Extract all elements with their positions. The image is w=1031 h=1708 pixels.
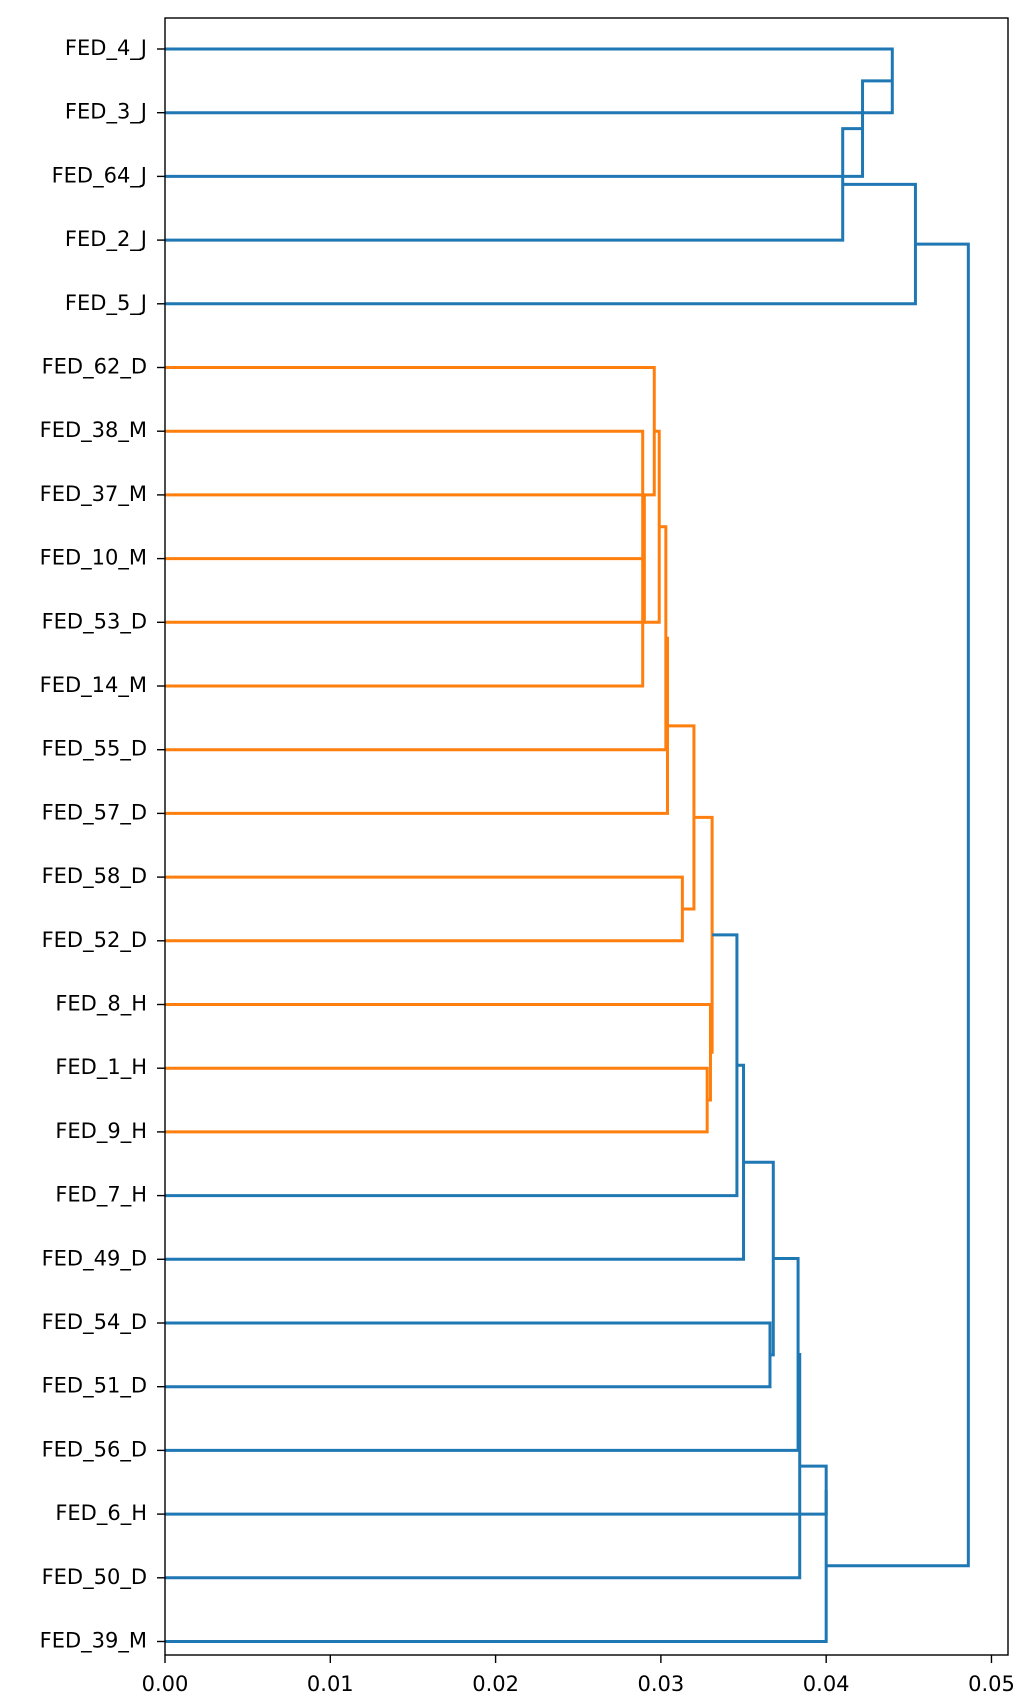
leaf-label: FED_4_J bbox=[65, 36, 147, 61]
leaf-label: FED_2_J bbox=[65, 227, 147, 252]
merge-link-p bbox=[743, 1160, 775, 1357]
leaf-label: FED_53_D bbox=[42, 609, 147, 634]
plot-frame bbox=[164, 17, 1009, 1656]
merge-link-h bbox=[165, 875, 684, 943]
leaf-label: FED_14_M bbox=[40, 673, 147, 698]
leaf-label: FED_3_J bbox=[65, 100, 147, 125]
merge-link-s bbox=[165, 1464, 828, 1516]
x-axis: 0.00 0.01 0.02 0.03 0.04 0.05 bbox=[142, 1655, 1015, 1696]
x-tick-label: 0.01 bbox=[307, 1672, 354, 1696]
leaf-label: FED_49_D bbox=[42, 1246, 147, 1271]
merge-link-r bbox=[165, 1352, 802, 1580]
leaf-label: FED_62_D bbox=[42, 355, 147, 380]
leaf-label: FED_54_D bbox=[42, 1310, 147, 1335]
leaf-label: FED_37_M bbox=[40, 482, 147, 507]
leaf-label: FED_38_M bbox=[40, 418, 147, 443]
dendrogram-links bbox=[165, 47, 970, 1643]
leaf-label: FED_1_H bbox=[55, 1055, 147, 1080]
x-tick-label: 0.05 bbox=[968, 1672, 1015, 1696]
leaf-label: FED_56_D bbox=[42, 1437, 147, 1462]
merge-link-f bbox=[165, 525, 668, 752]
merge-link-q bbox=[165, 1257, 800, 1452]
leaf-label: FED_58_D bbox=[42, 864, 147, 889]
leaf-label: FED_51_D bbox=[42, 1374, 147, 1399]
merge-link-n bbox=[165, 1063, 746, 1261]
leaf-label: FED_5_J bbox=[65, 291, 147, 316]
merge-link-v bbox=[165, 79, 893, 178]
leaf-label: FED_50_D bbox=[42, 1565, 147, 1590]
merge-link-u bbox=[165, 47, 894, 115]
merge-link-x bbox=[165, 182, 917, 306]
merge-link-j bbox=[165, 1066, 709, 1134]
merge-link-e bbox=[165, 429, 661, 624]
leaf-label: FED_39_M bbox=[40, 1629, 147, 1654]
leaf-label: FED_6_H bbox=[55, 1501, 147, 1526]
merge-link-y bbox=[826, 242, 970, 1568]
merge-link-m bbox=[165, 933, 739, 1198]
leaf-label: FED_7_H bbox=[55, 1183, 147, 1208]
merge-link-o bbox=[165, 1321, 772, 1389]
merge-link-t bbox=[165, 1490, 828, 1643]
y-axis: FED_4_J FED_3_J FED_64_J FED_2_J FED_5_J FED_… bbox=[40, 36, 165, 1654]
leaf-label: FED_10_M bbox=[40, 546, 147, 571]
leaf-label: FED_64_J bbox=[52, 163, 147, 188]
leaf-label: FED_55_D bbox=[42, 737, 147, 762]
merge-link-k bbox=[165, 1003, 712, 1102]
x-tick-label: 0.00 bbox=[142, 1672, 189, 1696]
leaf-label: FED_8_H bbox=[55, 992, 147, 1017]
leaf-label: FED_52_D bbox=[42, 928, 147, 953]
leaf-label: FED_9_H bbox=[55, 1119, 147, 1144]
merge-link-w bbox=[165, 127, 863, 242]
x-tick-label: 0.04 bbox=[803, 1672, 850, 1696]
leaf-label: FED_57_D bbox=[42, 800, 147, 825]
x-tick-label: 0.03 bbox=[637, 1672, 684, 1696]
merge-link-i bbox=[667, 724, 696, 911]
x-tick-label: 0.02 bbox=[472, 1672, 519, 1696]
merge-link-g bbox=[165, 636, 669, 815]
